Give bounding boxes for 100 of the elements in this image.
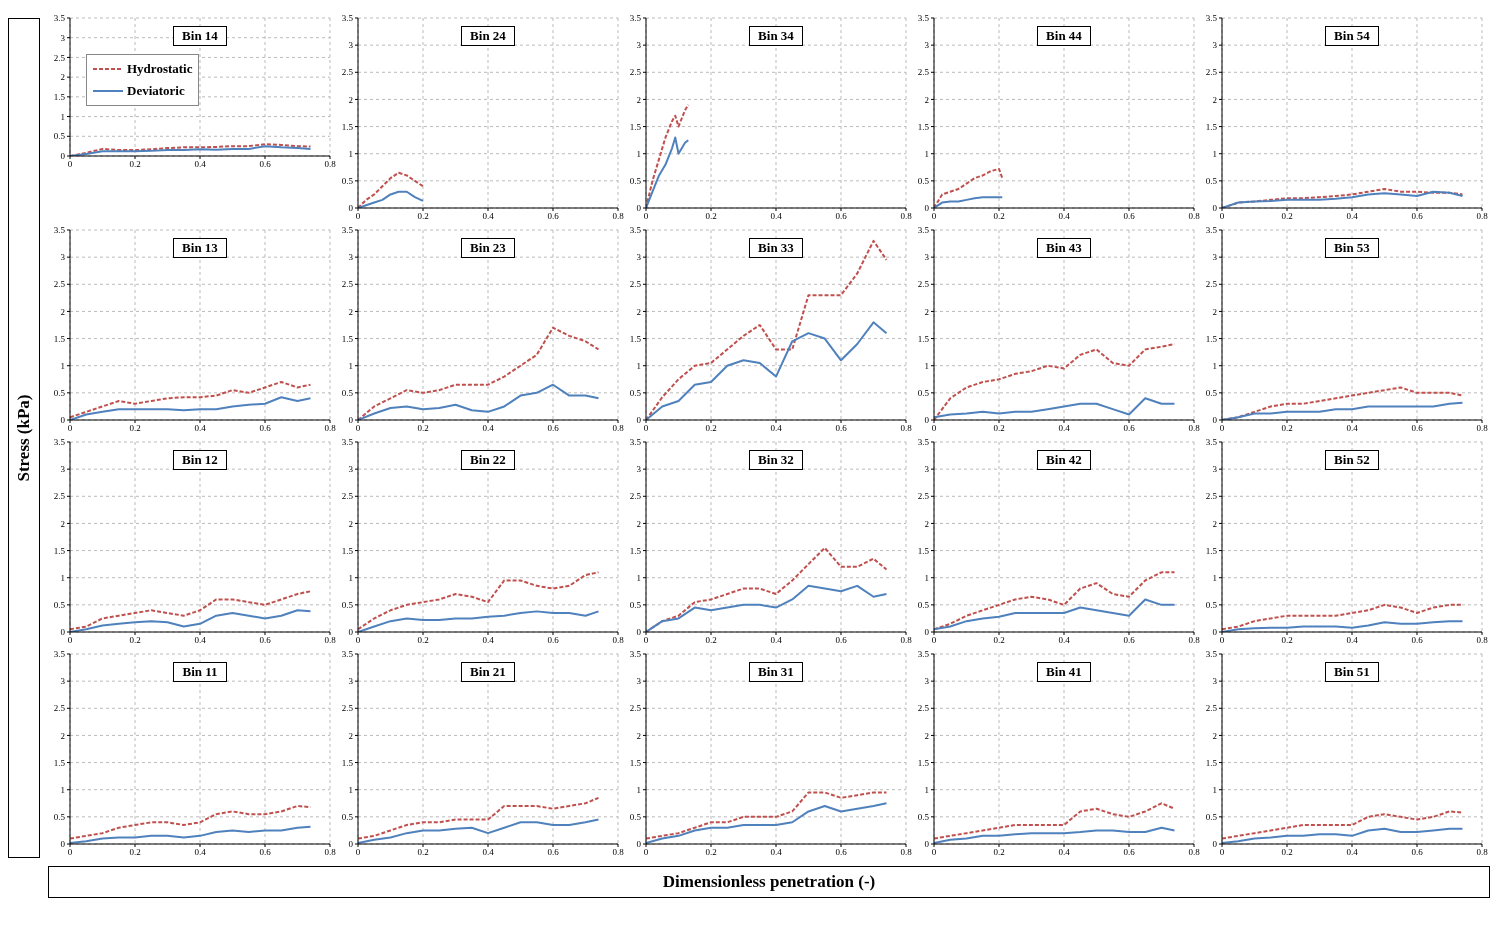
x-tick-label: 0.6	[547, 847, 560, 858]
x-tick-label: 0.8	[612, 211, 625, 222]
x-tick-label: 0.6	[547, 635, 560, 646]
y-tick-label: 1.5	[629, 121, 642, 132]
y-tick-label: 3.5	[53, 437, 66, 448]
y-tick-label: 1	[924, 572, 929, 583]
line-series	[646, 584, 888, 632]
x-tick-label: 0	[931, 635, 937, 646]
y-tick-label: 2.5	[1205, 491, 1218, 502]
y-tick-label: 2	[924, 730, 929, 741]
y-tick-label: 3.5	[53, 225, 66, 236]
y-tick-label: 3.5	[917, 649, 930, 660]
x-tick-label: 0.8	[1188, 211, 1201, 222]
x-tick-label: 0.8	[900, 211, 913, 222]
y-tick-label: 1	[60, 784, 65, 795]
y-tick-label: 3.5	[341, 649, 354, 660]
x-tick-label: 0.6	[1411, 635, 1424, 646]
y-tick-label: 0	[924, 203, 930, 214]
y-tick-label: 0	[636, 415, 642, 426]
line-series	[934, 167, 1004, 208]
y-tick-label: 2	[60, 72, 65, 83]
x-tick-label: 0.4	[1346, 211, 1359, 222]
x-tick-label: 0.8	[1188, 635, 1201, 646]
y-tick-label: 3.5	[629, 13, 642, 24]
text: Bin 32	[749, 450, 803, 470]
x-tick-label: 0.2	[417, 847, 429, 858]
text: Bin 44	[1037, 26, 1091, 46]
y-tick-label: 0.5	[53, 812, 66, 823]
line-series	[934, 571, 1176, 631]
x-tick-label: 0	[931, 211, 937, 222]
y-tick-label: 0.5	[1205, 812, 1218, 823]
y-tick-label: 0	[60, 415, 66, 426]
line-series	[358, 383, 600, 420]
y-tick-label: 1.5	[341, 757, 354, 768]
text: Bin 23	[461, 238, 515, 258]
y-tick-label: 0	[1212, 203, 1218, 214]
y-tick-label: 1	[1212, 572, 1217, 583]
y-tick-label: 0	[924, 415, 930, 426]
line-series	[70, 805, 312, 840]
y-tick-label: 1	[636, 148, 641, 159]
text: Bin 13	[173, 238, 227, 258]
x-tick-label: 0	[643, 635, 649, 646]
y-tick-label: 1	[1212, 784, 1217, 795]
y-tick-label: 3.5	[341, 437, 354, 448]
text: Bin 34	[749, 26, 803, 46]
x-tick-label: 0.6	[1411, 847, 1424, 858]
x-tick-label: 0	[931, 423, 937, 434]
y-tick-label: 0.5	[1205, 388, 1218, 399]
x-tick-label: 0.2	[705, 847, 717, 858]
x-tick-label: 0.8	[900, 635, 913, 646]
y-tick-label: 2	[60, 306, 65, 317]
text: Dimensionless penetration (-)	[48, 866, 1490, 898]
y-tick-label: 3.5	[1205, 13, 1218, 24]
y-tick-label: 1	[924, 784, 929, 795]
y-tick-label: 3	[636, 464, 642, 475]
x-tick-label: 0.6	[1411, 211, 1424, 222]
y-tick-label: 2	[1212, 518, 1217, 529]
line-series	[358, 610, 600, 632]
x-tick-label: 0	[355, 847, 361, 858]
y-tick-label: 1	[60, 360, 65, 371]
y-tick-label: 0.5	[341, 812, 354, 823]
x-tick-label: 0.8	[1476, 211, 1489, 222]
y-tick-label: 0.5	[53, 388, 66, 399]
line-series	[1222, 603, 1464, 631]
x-tick-label: 0.6	[259, 635, 272, 646]
y-tick-label: 1	[636, 784, 641, 795]
y-tick-label: 3	[924, 252, 930, 263]
x-tick-label: 0.8	[900, 423, 913, 434]
x-tick-label: 0.6	[835, 847, 848, 858]
y-tick-label: 0.5	[1205, 176, 1218, 187]
x-tick-label: 0.8	[612, 635, 625, 646]
y-tick-label: 0.5	[629, 388, 642, 399]
x-tick-label: 0.6	[547, 423, 560, 434]
x-tick-label: 0.2	[129, 423, 141, 434]
x-tick-label: 0.2	[417, 423, 429, 434]
x-tick-label: 0.8	[1188, 423, 1201, 434]
y-tick-label: 3.5	[629, 437, 642, 448]
y-tick-label: 1.5	[629, 545, 642, 556]
y-tick-label: 0	[636, 627, 642, 638]
y-tick-label: 0	[636, 203, 642, 214]
y-tick-label: 3	[348, 464, 354, 475]
x-tick-label: 0.8	[1476, 635, 1489, 646]
y-tick-label: 1.5	[53, 92, 66, 103]
y-tick-label: 0	[60, 839, 66, 850]
y-tick-label: 3.5	[629, 649, 642, 660]
y-tick-label: 3	[60, 676, 66, 687]
y-tick-label: 3.5	[1205, 437, 1218, 448]
y-tick-label: 3.5	[341, 225, 354, 236]
y-tick-label: 1	[60, 572, 65, 583]
x-tick-label: 0.8	[324, 847, 337, 858]
y-tick-label: 2.5	[629, 279, 642, 290]
text: Bin 22	[461, 450, 515, 470]
x-tick-label: 0.6	[259, 159, 272, 170]
y-tick-label: 1	[60, 111, 65, 122]
y-tick-label: 2.5	[341, 703, 354, 714]
line-series	[934, 802, 1176, 840]
y-tick-label: 2.5	[341, 491, 354, 502]
y-tick-label: 1.5	[917, 333, 930, 344]
y-tick-label: 1.5	[1205, 757, 1218, 768]
text: Bin 53	[1325, 238, 1379, 258]
